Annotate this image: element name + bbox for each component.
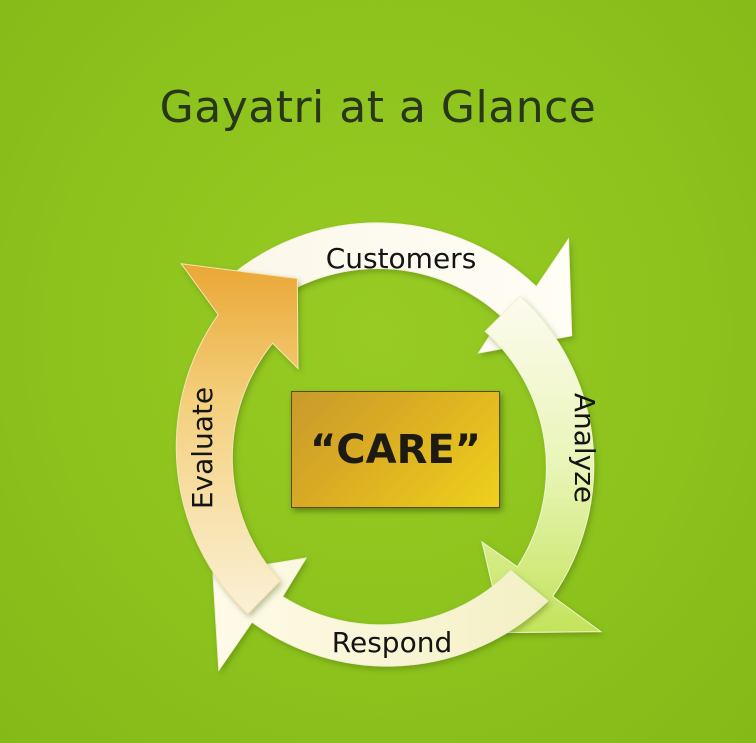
- step-label-evaluate: Evaluate: [186, 387, 219, 509]
- arrow-evaluate: [175, 263, 299, 615]
- page-title: Gayatri at a Glance: [159, 82, 597, 133]
- step-label-respond: Respond: [332, 626, 452, 659]
- arrow-analyze: [481, 295, 603, 634]
- step-label-analyze: Analyze: [568, 393, 601, 503]
- center-box: “CARE”: [291, 391, 500, 508]
- center-label: “CARE”: [309, 426, 481, 473]
- step-label-customers: Customers: [326, 242, 477, 275]
- arrow-respond: [212, 557, 549, 672]
- arrow-customers: [235, 222, 573, 354]
